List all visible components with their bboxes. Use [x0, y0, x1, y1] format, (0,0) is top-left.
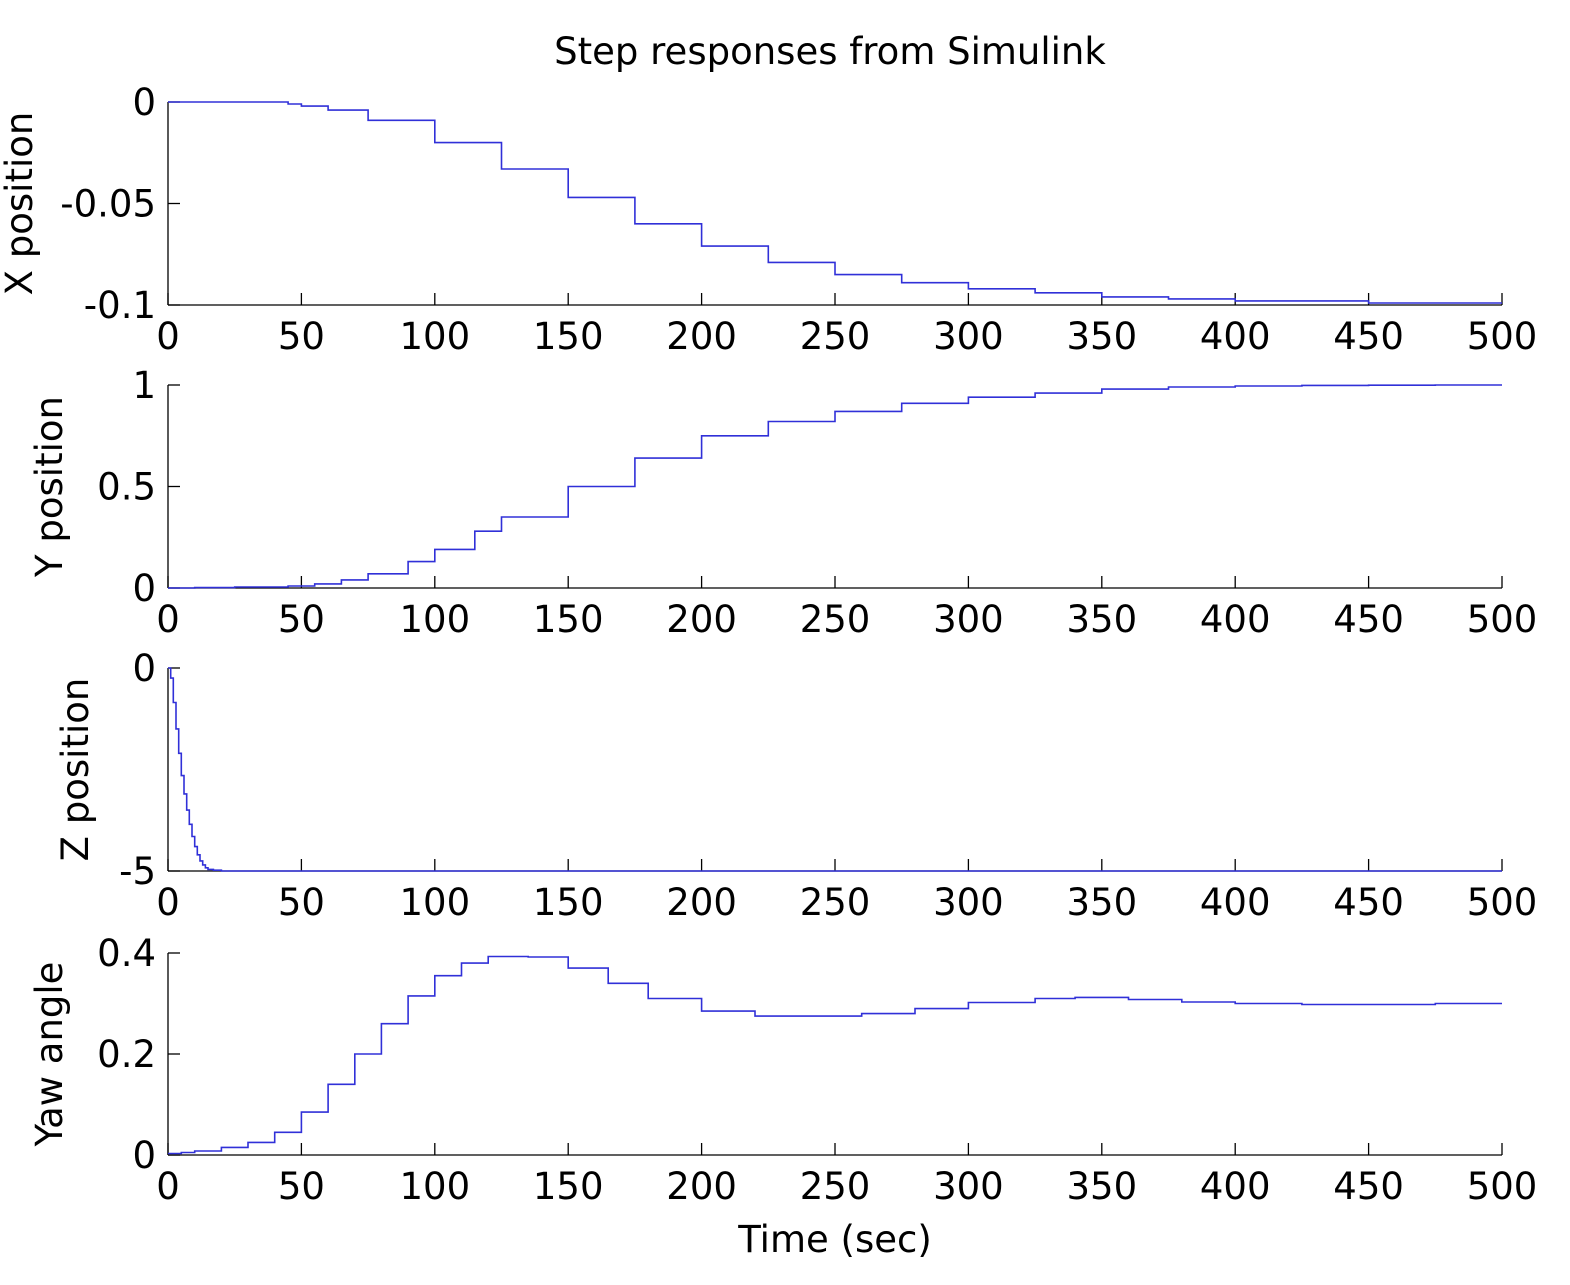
x-tick-label: 200 — [666, 1165, 737, 1208]
x-tick-label: 350 — [1066, 315, 1137, 358]
x-tick-label: 100 — [399, 598, 470, 641]
x-tick-label: 200 — [666, 315, 737, 358]
x-tick-label: 300 — [933, 598, 1004, 641]
x-tick-label: 450 — [1333, 598, 1404, 641]
x-tick-label: 400 — [1200, 598, 1271, 641]
x-tick-label: 50 — [278, 315, 325, 358]
series-line — [168, 667, 1502, 872]
y-tick-label: 1 — [132, 364, 156, 407]
x-tick-label: 50 — [278, 598, 325, 641]
series-line — [168, 384, 1502, 589]
x-tick-label: 300 — [933, 315, 1004, 358]
x-tick-label: 100 — [399, 881, 470, 924]
x-tick-label: 50 — [278, 1165, 325, 1208]
x-tick-label: 250 — [800, 881, 871, 924]
x-tick-label: 50 — [278, 881, 325, 924]
x-tick-label: 300 — [933, 1165, 1004, 1208]
y-tick-label: 0.5 — [97, 466, 156, 509]
subplot-1: 0 50 100 150 200 250 300 350 400 450 500 0 -0.05 -0.1… — [0, 81, 1537, 358]
subplot-2: 0 50 100 150 200 250 300 350 400 450 500 1 0.5 0 Y pos… — [28, 364, 1537, 641]
x-tick-label: 350 — [1066, 598, 1137, 641]
x-tick-label: 200 — [666, 598, 737, 641]
x-axis-label: Time (sec) — [737, 1218, 932, 1261]
x-tick-label: 250 — [800, 1165, 871, 1208]
y-tick-label: 0.2 — [97, 1033, 156, 1076]
x-tick-label: 150 — [533, 598, 604, 641]
x-tick-label: 300 — [933, 881, 1004, 924]
x-tick-label: 0 — [156, 598, 180, 641]
x-tick-label: 450 — [1333, 315, 1404, 358]
x-tick-label: 0 — [156, 1165, 180, 1208]
y-tick-label: 0 — [132, 81, 156, 124]
x-tick-label: 500 — [1467, 598, 1538, 641]
y-tick-label: -0.05 — [60, 183, 156, 226]
chart-title: Step responses from Simulink — [554, 30, 1106, 73]
x-tick-label: 350 — [1066, 881, 1137, 924]
x-tick-label: 500 — [1467, 881, 1538, 924]
x-tick-label: 400 — [1200, 881, 1271, 924]
x-tick-label: 350 — [1066, 1165, 1137, 1208]
x-tick-label: 450 — [1333, 881, 1404, 924]
x-tick-label: 400 — [1200, 1165, 1271, 1208]
x-tick-label: 450 — [1333, 1165, 1404, 1208]
y-tick-label: 0.4 — [97, 932, 156, 975]
x-tick-label: 150 — [533, 881, 604, 924]
y-tick-label: 0 — [132, 647, 156, 690]
series-line — [168, 101, 1502, 304]
y-axis-label: Z position — [54, 678, 97, 862]
x-tick-label: 250 — [800, 315, 871, 358]
x-tick-label: 100 — [399, 1165, 470, 1208]
y-tick-label: 0 — [132, 1134, 156, 1177]
x-tick-label: 400 — [1200, 315, 1271, 358]
y-axis-label: Yaw angle — [28, 962, 71, 1148]
y-axis-label: X position — [0, 112, 41, 296]
y-tick-label: -0.1 — [84, 284, 156, 327]
x-tick-label: 500 — [1467, 315, 1538, 358]
x-tick-label: 200 — [666, 881, 737, 924]
x-tick-label: 0 — [156, 315, 180, 358]
x-tick-label: 0 — [156, 881, 180, 924]
x-tick-label: 250 — [800, 598, 871, 641]
series-line — [168, 955, 1502, 1155]
x-tick-label: 100 — [399, 315, 470, 358]
y-tick-label: -5 — [119, 850, 156, 893]
y-axis-label: Y position — [28, 396, 71, 578]
y-tick-label: 0 — [132, 567, 156, 610]
x-tick-label: 500 — [1467, 1165, 1538, 1208]
x-tick-label: 150 — [533, 1165, 604, 1208]
subplot-4: 0 50 100 150 200 250 300 350 400 450 500 0.4 0.2 0 Yaw… — [28, 932, 1537, 1261]
x-tick-label: 150 — [533, 315, 604, 358]
